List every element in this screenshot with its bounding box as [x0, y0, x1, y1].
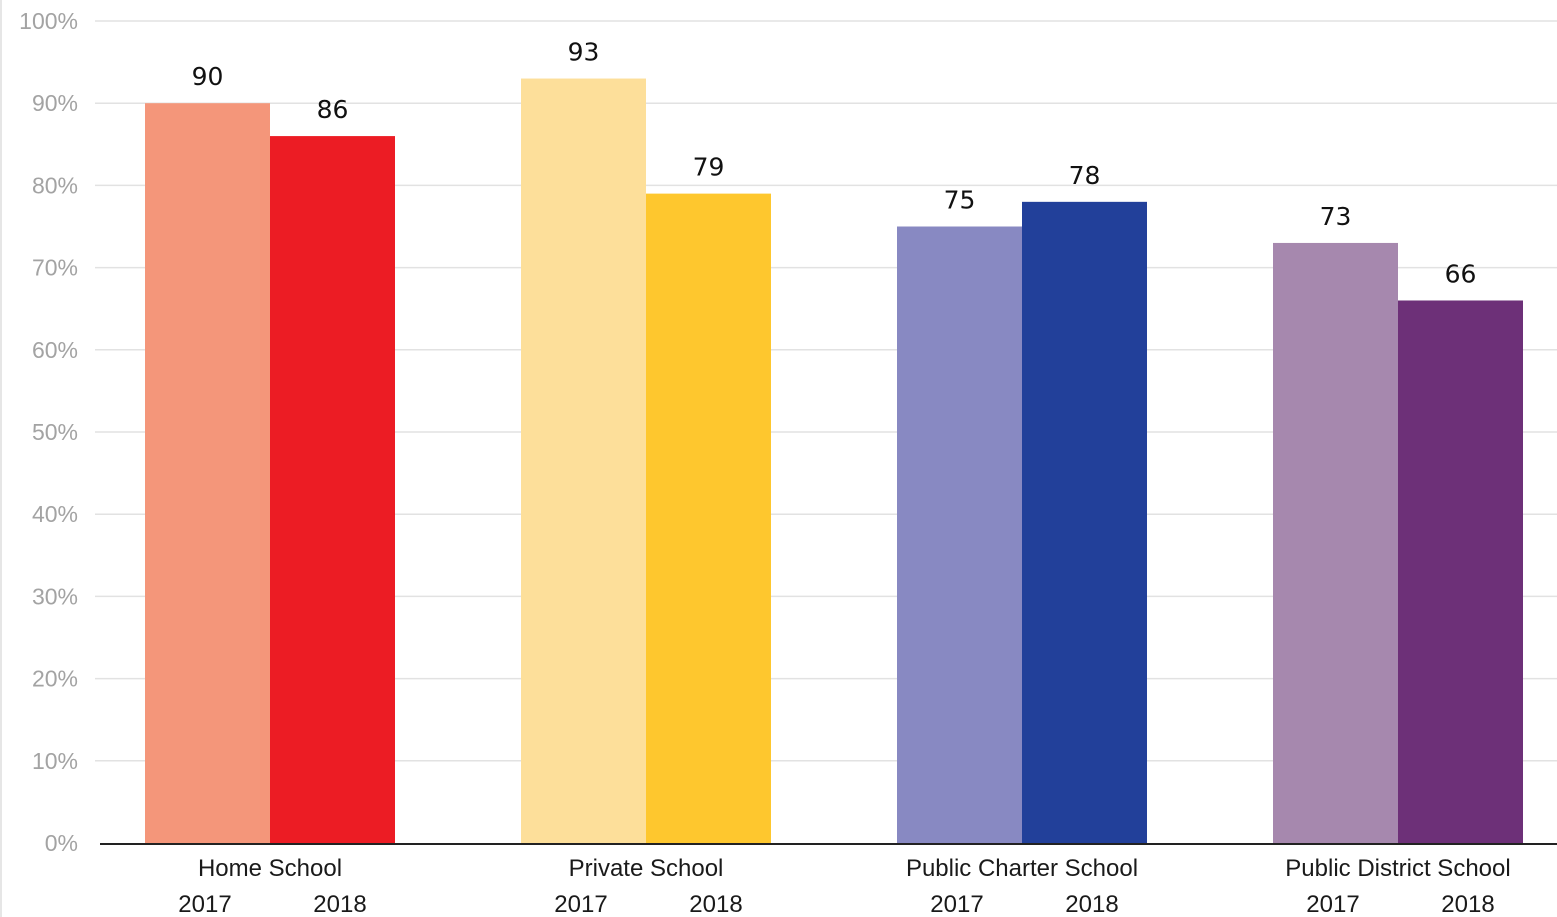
bar [1273, 242, 1398, 843]
y-tick-label: 50% [32, 419, 78, 445]
bar [1398, 300, 1523, 844]
year-label: 2017 [930, 891, 983, 917]
y-tick-label: 60% [32, 337, 78, 363]
y-tick-label: 0% [45, 830, 78, 856]
data-label: 66 [1445, 259, 1477, 288]
bar [1022, 201, 1147, 844]
year-label: 2018 [1441, 891, 1494, 917]
category-label: Public Charter School [906, 855, 1138, 882]
bar [646, 193, 771, 843]
y-tick-label: 20% [32, 666, 78, 692]
year-label: 2018 [689, 891, 742, 917]
data-label: 90 [192, 62, 224, 91]
data-label: 86 [317, 95, 349, 124]
year-label: 2017 [554, 891, 607, 917]
bar [270, 136, 395, 843]
year-label: 2018 [1065, 891, 1118, 917]
year-label: 2017 [178, 891, 231, 917]
data-label: 78 [1069, 161, 1101, 190]
data-label: 79 [693, 153, 725, 182]
year-label: 2017 [1306, 891, 1359, 917]
data-label: 93 [568, 38, 600, 67]
category-label: Private School [569, 855, 724, 882]
bar [897, 226, 1022, 843]
y-tick-label: 40% [32, 501, 78, 527]
category-label: Home School [198, 855, 342, 882]
y-tick-label: 100% [19, 8, 78, 34]
bar [145, 103, 270, 843]
bar [521, 78, 646, 844]
y-tick-label: 90% [32, 90, 78, 116]
category-label: Public District School [1285, 855, 1510, 882]
y-tick-label: 10% [32, 748, 78, 774]
data-label: 75 [944, 186, 976, 215]
y-tick-label: 80% [32, 172, 78, 198]
y-tick-label: 70% [32, 255, 78, 281]
y-tick-label: 30% [32, 583, 78, 609]
year-label: 2018 [313, 891, 366, 917]
data-label: 73 [1320, 202, 1352, 231]
